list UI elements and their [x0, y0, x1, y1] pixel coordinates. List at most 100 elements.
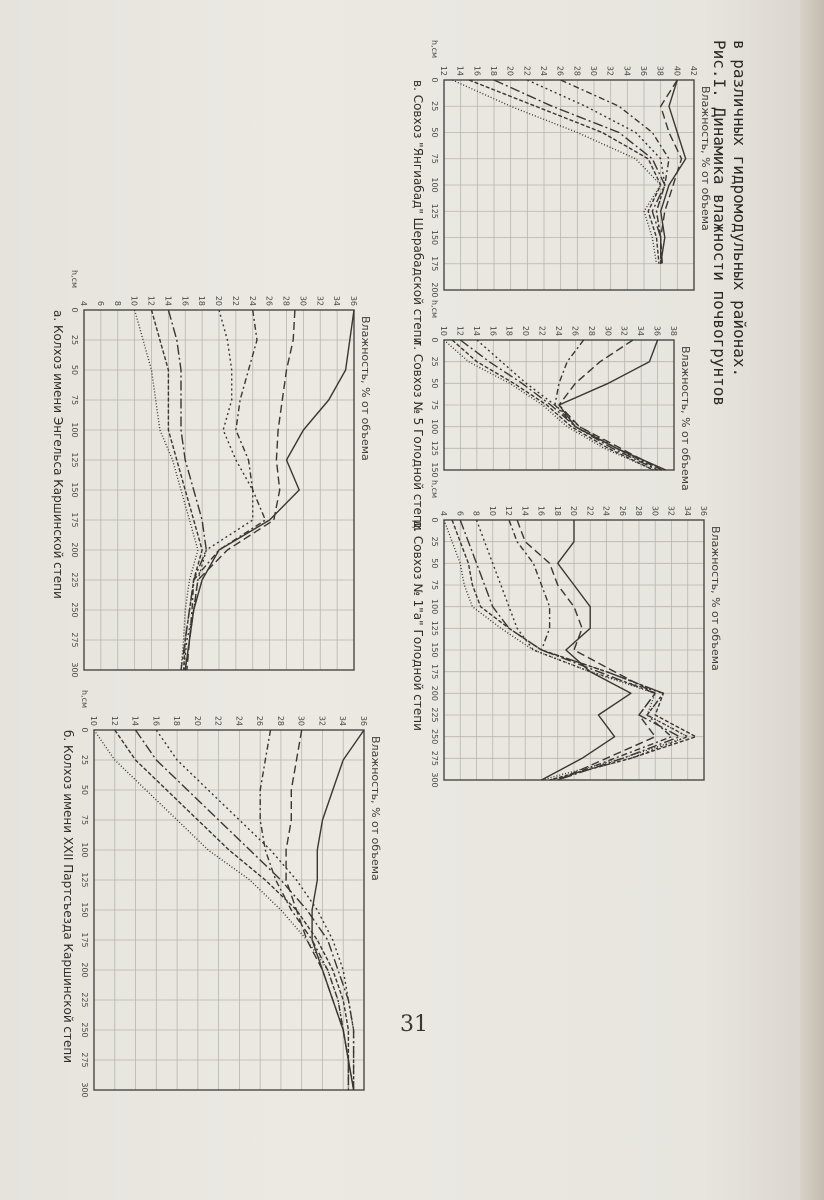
chart-a-y-tick: 18 — [197, 296, 206, 306]
chart-d-x-tick: 275 — [430, 751, 439, 766]
chart-g-x-tick: 25 — [430, 357, 439, 367]
chart-v-y-tick: 14 — [456, 66, 465, 76]
chart-v-y-tick: 42 — [689, 66, 698, 76]
chart-b-series-5 — [134, 729, 355, 1090]
chart-a-y-tick: 28 — [282, 296, 291, 306]
chart-g-x-tick: 0 — [430, 337, 439, 342]
chart-v-x-tick: 125 — [430, 204, 439, 219]
chart-g-y-tick: 38 — [669, 326, 678, 336]
chart-v-x-tick: 75 — [430, 154, 439, 164]
chart-d-y-tick: 36 — [699, 506, 708, 516]
chart-b-ylabel: Влажность, % от объема — [369, 736, 382, 881]
chart-d-title: д. Совхоз № 1"а" Голодной степи — [411, 520, 425, 731]
chart-b-series-7 — [93, 729, 350, 1090]
chart-v-series-7 — [452, 79, 662, 264]
chart-v-y-tick: 28 — [572, 66, 581, 76]
chart-g-y-tick: 32 — [620, 326, 629, 336]
chart-v-y-tick: 38 — [656, 66, 665, 76]
chart-g-y-tick: 16 — [488, 326, 497, 336]
chart-b-y-tick: 32 — [317, 716, 326, 726]
chart-v-x-tick: 150 — [430, 230, 439, 245]
chart-b-y-tick: 30 — [297, 716, 306, 726]
chart-v-y-tick: 20 — [506, 66, 515, 76]
chart-v-y-tick: 36 — [639, 66, 648, 76]
chart-g-series-2 — [558, 339, 663, 471]
chart-b-y-tick: 26 — [255, 716, 264, 726]
chart-a-y-tick: 34 — [332, 296, 341, 306]
chart-a-y-tick: 32 — [315, 296, 324, 306]
chart-g-title: г. Совхоз № 5 Голодной степи — [411, 340, 425, 531]
chart-a-y-tick: 30 — [298, 296, 307, 306]
chart-g-ylabel: Влажность, % от объема — [679, 346, 692, 491]
chart-b-x-tick: 200 — [80, 962, 89, 977]
chart-a-x-tick: 275 — [70, 632, 79, 647]
chart-d-series-4 — [475, 519, 689, 781]
chart-v-series-1 — [660, 79, 687, 264]
chart-d-x-tick: 250 — [430, 729, 439, 744]
chart-v-y-tick: 12 — [439, 66, 448, 76]
chart-a-x-tick: 50 — [70, 365, 79, 375]
chart-a-y-tick: 14 — [163, 296, 172, 306]
chart-v-y-tick: 30 — [589, 66, 598, 76]
chart-g-series-4 — [476, 339, 658, 471]
chart-d-y-tick: 30 — [650, 506, 659, 516]
chart-v-x-tick: 100 — [430, 177, 439, 192]
chart-b-x-tick: 225 — [80, 992, 89, 1007]
chart-d-y-tick: 8 — [472, 511, 481, 516]
chart-d-series-1 — [541, 520, 632, 781]
chart-b-x-tick: 150 — [80, 902, 89, 917]
chart-a-series-7 — [133, 309, 199, 671]
chart-g-xlabel: h,см — [430, 300, 439, 318]
chart-d-xlabel: h,см — [430, 480, 439, 498]
chart-g-x-tick: 50 — [430, 378, 439, 388]
chart-b-y-tick: 14 — [131, 716, 140, 726]
chart-d-y-tick: 20 — [569, 506, 578, 516]
chart-b-y-tick: 24 — [234, 716, 243, 726]
chart-d-x-tick: 300 — [430, 772, 439, 787]
chart-b-y-tick: 36 — [359, 716, 368, 726]
chart-d-y-tick: 10 — [488, 506, 497, 516]
chart-g-y-tick: 24 — [554, 326, 563, 336]
chart-b-x-tick: 0 — [80, 727, 89, 732]
chart-a-title: а. Колхоз имени Энгельса Каршинской степ… — [51, 310, 65, 599]
chart-b-title: б. Колхоз имени XXII Партсъезда Каршинск… — [61, 730, 75, 1063]
chart-a-x-tick: 0 — [70, 307, 79, 312]
chart-d-y-tick: 34 — [683, 506, 692, 516]
chart-v-x-tick: 200 — [430, 282, 439, 297]
chart-v-series-2 — [660, 79, 683, 264]
chart-a-x-tick: 25 — [70, 335, 79, 345]
chart-d-y-tick: 18 — [553, 506, 562, 516]
chart-g-x-tick: 100 — [430, 419, 439, 434]
chart-v-axes — [443, 79, 695, 291]
chart-g-y-tick: 20 — [521, 326, 530, 336]
chart-b-y-tick: 22 — [214, 716, 223, 726]
chart-b-x-tick: 100 — [80, 842, 89, 857]
chart-g-y-tick: 18 — [505, 326, 514, 336]
chart-b-y-tick: 18 — [172, 716, 181, 726]
chart-g-y-tick: 26 — [570, 326, 579, 336]
chart-a-xlabel: h,см — [70, 270, 79, 288]
figure-caption-line2: в различных гидромодульных районах. — [730, 40, 749, 377]
chart-a-x-tick: 175 — [70, 512, 79, 527]
chart-v-series-6 — [468, 79, 662, 264]
chart-d-x-tick: 125 — [430, 621, 439, 636]
chart-a-ylabel: Влажность, % от объема — [359, 316, 372, 461]
chart-d-x-tick: 150 — [430, 642, 439, 657]
chart-a-y-tick: 6 — [96, 301, 105, 306]
chart-a-y-tick: 12 — [147, 296, 156, 306]
chart-d-ylabel: Влажность, % от объема — [709, 526, 722, 671]
chart-b-y-tick: 16 — [151, 716, 160, 726]
chart-v-y-tick: 32 — [606, 66, 615, 76]
chart-g-y-tick: 12 — [455, 326, 464, 336]
chart-a-x-tick: 300 — [70, 662, 79, 677]
chart-b-x-tick: 125 — [80, 872, 89, 887]
chart-v-title: в. Совхоз "Янгиабад" Шерабадской степи — [411, 80, 425, 345]
chart-b-xlabel: h,см — [80, 690, 89, 708]
chart-v-ylabel: Влажность, % от объема — [699, 86, 712, 231]
chart-d-y-tick: 32 — [667, 506, 676, 516]
chart-d-y-tick: 14 — [520, 506, 529, 516]
chart-v-y-tick: 22 — [522, 66, 531, 76]
chart-b-x-tick: 275 — [80, 1052, 89, 1067]
chart-d-x-tick: 50 — [430, 558, 439, 568]
chart-b-x-tick: 250 — [80, 1022, 89, 1037]
